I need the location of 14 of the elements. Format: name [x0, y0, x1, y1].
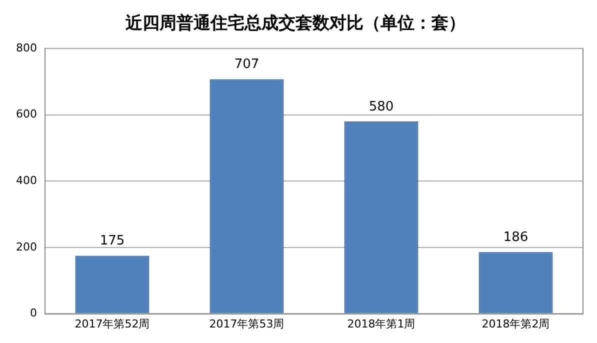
data-label: 707 — [234, 57, 260, 72]
x-tick-label: 2018年第2周 — [482, 317, 550, 330]
y-tick-label: 800 — [16, 41, 37, 54]
y-tick-label: 400 — [16, 174, 37, 187]
data-label: 175 — [100, 234, 125, 249]
y-tick-label: 0 — [30, 306, 37, 320]
y-tick-label: 600 — [16, 108, 37, 121]
x-tick-label: 2017年第53周 — [209, 317, 284, 330]
x-tick-label: 2018年第1周 — [347, 317, 416, 330]
data-label: 580 — [368, 99, 394, 114]
data-label: 186 — [503, 230, 528, 245]
x-tick-label: 2017年第52周 — [74, 317, 150, 330]
y-tick-label: 200 — [16, 240, 37, 254]
chart-title: 近四周普通住宅总成交套数对比（单位：套） — [124, 12, 466, 34]
